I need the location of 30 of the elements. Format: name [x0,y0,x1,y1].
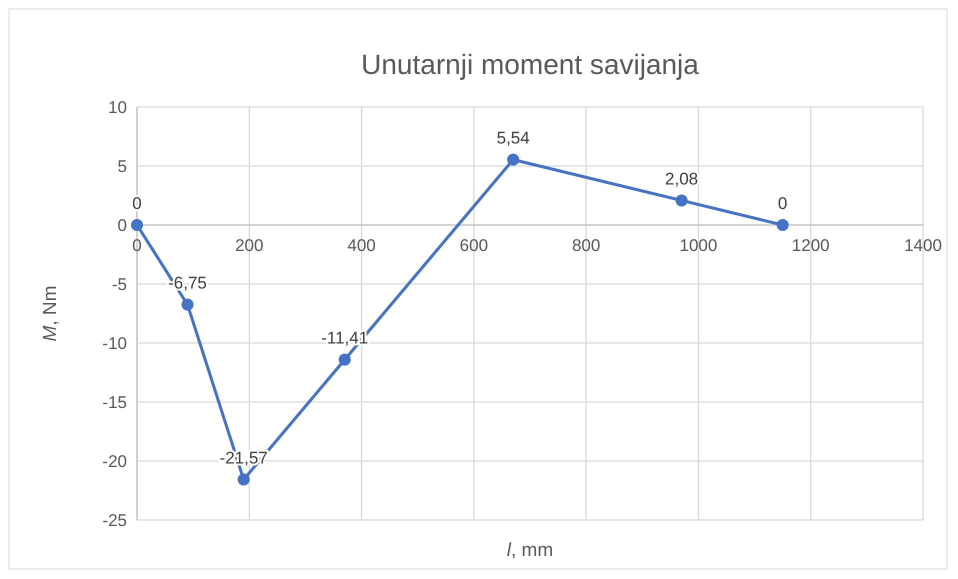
data-label: 5,54 [496,128,530,148]
x-tick-label: 200 [235,236,264,255]
x-tick-label: 800 [572,236,600,255]
y-tick-label: 5 [118,157,127,176]
chart-title: Unutarnji moment savijanja [361,49,700,80]
y-tick-label: -20 [102,452,127,471]
y-tick-label: -10 [102,334,127,353]
y-tick-label: -15 [102,393,127,412]
point [182,298,194,311]
x-tick-label: 0 [132,236,142,255]
x-tick-label: 1200 [792,236,830,255]
point [131,219,143,231]
y-tick-label: 0 [118,216,127,235]
point [676,194,688,206]
y-tick-label: -25 [102,511,127,530]
point [507,154,520,166]
point [238,474,250,486]
y-axis-title: M, Nm [40,286,61,342]
point [776,219,789,231]
x-tick-label: 400 [347,236,376,255]
data-label: 0 [132,194,142,213]
x-tick-label: 600 [460,236,488,255]
data-label: 0 [778,194,788,213]
y-tick-label: 10 [108,98,127,117]
x-axis-title: l, mm [506,540,554,561]
point [338,354,351,366]
x-tick-label: 1400 [904,236,942,255]
y-tick-label: -5 [112,275,127,294]
x-tick-label: 1000 [680,236,718,255]
data-label: 2,08 [665,169,698,188]
